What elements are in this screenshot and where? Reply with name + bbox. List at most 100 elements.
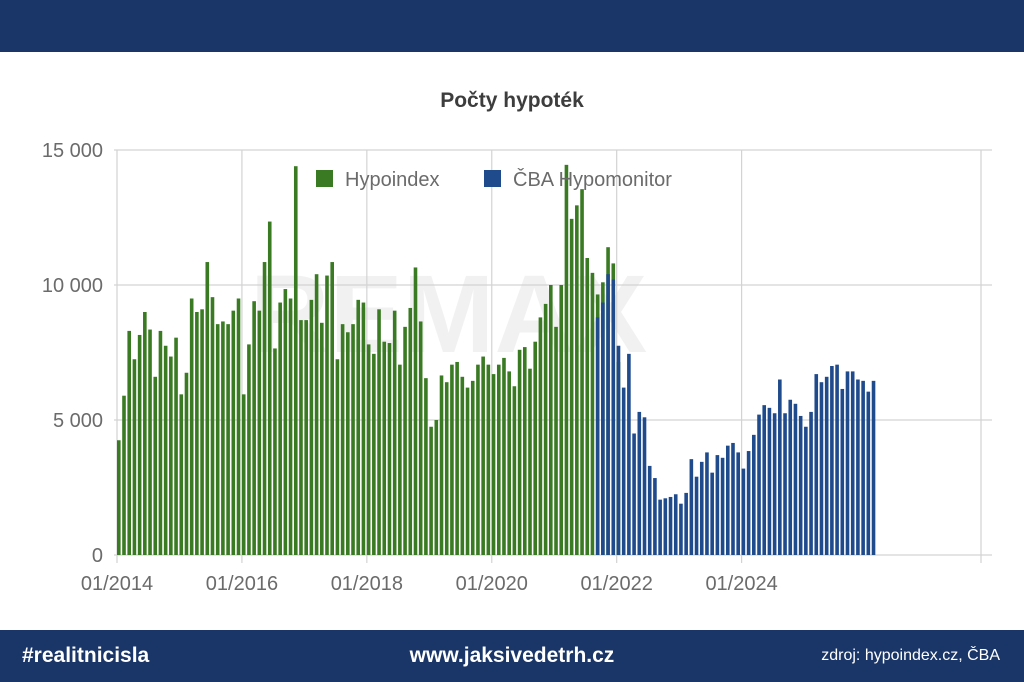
x-tick-label: 01/2020 [456,573,528,595]
bar-hypoindex [314,274,319,555]
bar-hypoindex [335,359,340,555]
bar-cba [741,468,746,555]
bar-cba [814,374,819,555]
bar-cba [637,411,642,555]
bar-hypoindex [439,375,444,555]
bar-cba [850,371,855,555]
bar-cba [866,391,871,555]
bar-hypoindex [189,298,194,555]
x-tick-label: 01/2018 [331,573,403,595]
bar-hypoindex [538,317,543,555]
bar-cba [627,353,631,555]
bar-hypoindex [387,343,392,555]
bar-cba [720,457,725,555]
bar-hypoindex [372,353,376,555]
bar-cba [793,403,798,555]
bar-hypoindex [575,205,579,555]
bar-hypoindex [210,297,215,555]
bar-cba [731,442,735,555]
bar-cba [819,382,824,555]
bar-cba [783,413,787,555]
bar-hypoindex [382,341,387,555]
bar-cba [804,426,808,555]
bar-cba [647,465,652,555]
bar-hypoindex [247,344,251,555]
bar-cba [798,415,803,555]
bar-cba [611,279,616,555]
bar-hypoindex [195,312,199,555]
bar-hypoindex [528,368,532,555]
bar-cba [684,492,688,555]
bar-cba [767,407,772,555]
bar-hypoindex [205,262,210,555]
bar-hypoindex [377,309,381,555]
bar-hypoindex [252,301,256,555]
bar-hypoindex [486,364,491,555]
bar-hypoindex [507,371,511,555]
bar-cba [746,451,751,555]
bar-hypoindex [293,166,298,555]
bar-hypoindex [288,298,293,555]
x-tick-label: 01/2014 [81,573,153,595]
bar-hypoindex [169,356,173,555]
bar-hypoindex [476,364,480,555]
bar-cba [653,478,657,555]
chart-legend: Hypoindex ČBA Hypomonitor [316,168,672,191]
bar-hypoindex [137,334,142,555]
bar-hypoindex [231,310,236,555]
bar-cba [845,371,850,555]
bar-hypoindex [580,189,584,555]
bar-hypoindex [236,298,241,555]
bar-hypoindex [117,440,121,555]
top-banner [0,0,1024,52]
bar-cba [679,503,683,555]
bar-hypoindex [590,272,595,555]
bar-cba [856,379,860,555]
bar-cba [861,380,865,555]
bar-hypoindex [470,380,475,555]
bar-cba [762,405,767,555]
y-tick-label: 10 000 [42,275,103,297]
legend-label-cba: ČBA Hypomonitor [513,168,672,191]
bar-cba [668,496,673,555]
y-tick-label: 15 000 [42,140,103,162]
bar-cba [673,494,678,555]
bar-hypoindex [533,341,537,555]
bar-hypoindex [158,330,163,555]
bar-hypoindex [455,361,459,555]
bar-cba [621,387,626,555]
bar-cba [835,364,839,555]
bar-hypoindex [215,324,220,555]
bar-cba [689,459,694,555]
bar-hypoindex [502,357,506,555]
bar-hypoindex [564,164,569,555]
bar-cba [699,461,704,555]
bar-cba [757,414,761,555]
bar-hypoindex [127,330,132,555]
cba-hypomonitor-series [595,274,876,555]
bar-cba [840,388,845,555]
bar-hypoindex [148,329,152,555]
bar-hypoindex [283,289,288,555]
bar-hypoindex [356,299,361,555]
chart-title: Počty hypoték [440,89,584,112]
bar-hypoindex [226,324,230,555]
bar-cba [725,445,730,555]
bar-hypoindex [184,372,189,555]
bar-hypoindex [330,262,334,555]
hypoindex-series [117,164,621,556]
bar-hypoindex [320,322,324,555]
bar-hypoindex [241,394,246,555]
footer-website[interactable]: www.jaksivedetrh.cz [409,644,615,667]
bar-hypoindex [325,275,329,555]
legend-swatch-cba [484,170,501,187]
bar-cba [632,433,636,555]
bar-hypoindex [429,426,433,555]
bar-hypoindex [299,320,303,555]
bar-hypoindex [465,387,470,555]
bar-cba [778,379,782,555]
bar-hypoindex [408,307,413,555]
x-tick-label: 01/2016 [206,573,278,595]
bar-hypoindex [267,221,272,556]
bar-cba [736,452,740,555]
